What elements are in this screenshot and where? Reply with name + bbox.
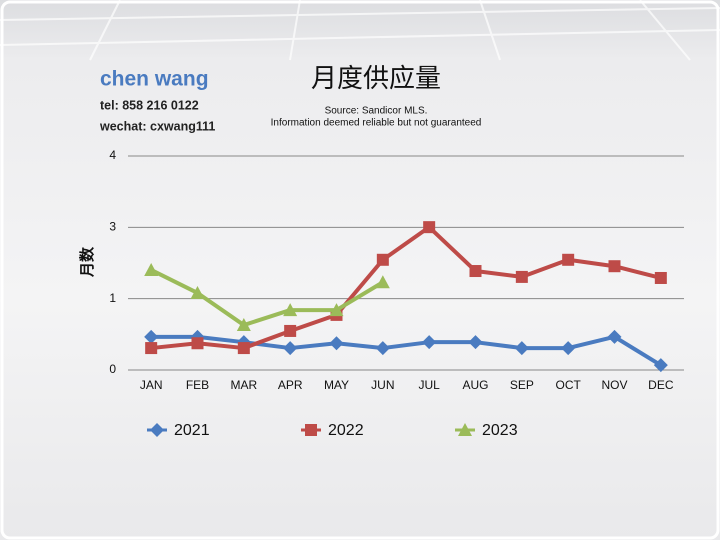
legend-marker	[305, 424, 317, 436]
x-tick-label: JUL	[418, 378, 440, 392]
data-point	[329, 303, 344, 317]
x-tick-label: AUG	[462, 378, 488, 392]
ceiling-pattern	[0, 0, 720, 61]
source: Source: Sandicor MLS.	[325, 106, 428, 117]
wechat: wechat: cxwang111	[99, 119, 215, 133]
chart-title: 月度供应量	[311, 63, 441, 93]
data-point	[468, 335, 483, 350]
data-point	[608, 260, 621, 273]
x-tick-label: DEC	[648, 378, 674, 392]
data-point	[144, 262, 159, 276]
data-point	[607, 329, 622, 344]
legend-marker	[150, 423, 164, 437]
data-point	[329, 336, 344, 351]
series-line	[150, 225, 662, 351]
series-line	[151, 334, 662, 367]
data-point	[653, 358, 668, 373]
data-point	[190, 285, 205, 299]
series-line	[150, 268, 384, 328]
data-point	[514, 341, 529, 356]
x-tick-label: SEP	[510, 378, 534, 392]
data-point	[376, 253, 389, 266]
y-tick-label: 1	[109, 291, 116, 305]
legend-label: 2022	[328, 422, 364, 439]
data-point	[422, 335, 437, 350]
x-tick-label: APR	[278, 378, 303, 392]
data-point	[237, 342, 250, 355]
x-tick-label: FEB	[186, 378, 209, 392]
x-tick-label: MAR	[230, 378, 257, 392]
tel: tel: 858 216 0122	[100, 98, 199, 112]
legend-label: 2023	[482, 422, 518, 439]
x-tick-label: JUN	[371, 378, 394, 392]
x-tick-label: MAY	[324, 378, 349, 392]
data-point	[561, 341, 576, 356]
disclaimer: Information deemed reliable but not guar…	[271, 118, 482, 129]
data-point	[375, 341, 390, 356]
data-point	[284, 324, 297, 337]
y-tick-label: 0	[109, 362, 116, 376]
author-name: chen wang	[100, 68, 209, 91]
data-point	[515, 270, 528, 283]
data-point	[562, 253, 575, 266]
legend-marker	[458, 423, 472, 436]
y-tick-label: 4	[109, 148, 116, 162]
legend-label: 2021	[174, 422, 210, 439]
data-point	[654, 271, 667, 284]
data-point	[283, 341, 298, 356]
y-tick-label: 3	[109, 220, 116, 234]
data-point	[375, 275, 390, 289]
y-axis-label: 月数	[78, 246, 96, 278]
data-point	[469, 265, 482, 278]
data-point	[191, 337, 204, 350]
data-point	[236, 318, 251, 332]
data-point	[283, 303, 298, 317]
data-point	[423, 221, 436, 234]
data-point	[144, 329, 159, 344]
x-tick-label: NOV	[601, 378, 627, 392]
x-tick-label: JAN	[140, 378, 163, 392]
data-point	[145, 342, 158, 355]
x-tick-label: OCT	[555, 378, 581, 392]
